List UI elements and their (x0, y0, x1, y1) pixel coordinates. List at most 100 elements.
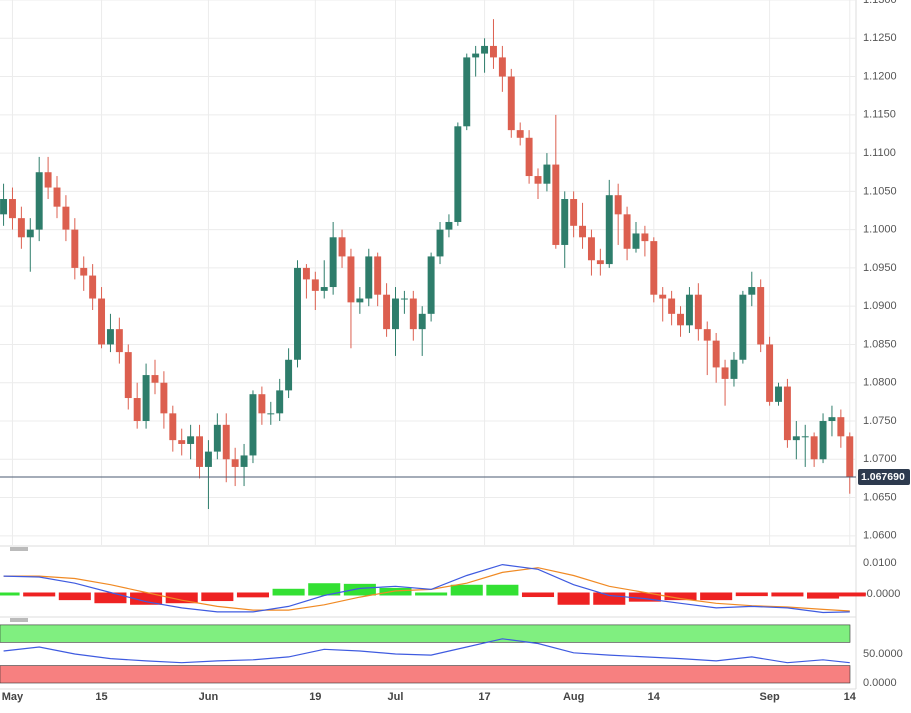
macd-histogram-bar (521, 592, 555, 598)
candle-body (383, 294, 391, 330)
last-price-label: 1.067690 (861, 471, 905, 483)
macd-histogram-bar (23, 592, 56, 597)
macd-histogram-bar (0, 592, 20, 596)
macd-tick-label: 0.0100 (863, 557, 897, 569)
candle-body (783, 386, 791, 441)
candle-body (561, 199, 569, 245)
candle-body (400, 298, 408, 300)
y-tick-label: 1.0750 (863, 415, 897, 427)
macd-histogram-bar (486, 584, 519, 596)
macd-histogram-bar (735, 592, 768, 597)
candle-body (71, 229, 79, 268)
candle-body (35, 172, 43, 230)
rsi-overbought-zone (0, 624, 851, 643)
candle-body (677, 313, 684, 326)
candle-body (115, 329, 123, 353)
candle-body (44, 172, 52, 188)
candle-body (703, 329, 711, 341)
candle-body (775, 386, 782, 402)
y-tick-label: 1.1200 (863, 70, 897, 82)
macd-histogram-bar (272, 588, 305, 596)
macd-histogram-bar (807, 592, 840, 599)
candle-body (650, 241, 658, 295)
last-price-box (858, 468, 910, 485)
candle-body (204, 451, 212, 467)
macd-histogram-bar (58, 592, 91, 601)
candle-body (641, 233, 649, 242)
candle-body (222, 424, 230, 460)
x-tick-label: Jul (388, 691, 404, 703)
candle-body (329, 237, 337, 288)
macd-histogram-bar (165, 592, 198, 604)
candle-body (481, 45, 489, 54)
candle-body (748, 287, 756, 295)
candle-body (694, 294, 702, 330)
y-tick-label: 1.1000 (863, 224, 897, 236)
pane-handle[interactable] (10, 547, 28, 551)
candle-body (187, 436, 195, 444)
candle-body (596, 260, 604, 265)
y-tick-label: 1.0650 (863, 491, 897, 503)
candle-body (498, 57, 506, 77)
macd-histogram-bar (557, 592, 590, 605)
candle-body (53, 187, 61, 207)
x-tick-label: 19 (309, 691, 321, 703)
macd-histogram-bar (236, 592, 270, 598)
y-tick-label: 1.1100 (863, 147, 896, 159)
macd-histogram-bar (379, 587, 412, 596)
x-tick-label: May (2, 691, 24, 703)
candle-body (311, 279, 319, 291)
candle-body (294, 267, 301, 360)
candle-body (801, 436, 809, 438)
candle-body (489, 45, 497, 58)
macd-histogram-bar (833, 592, 866, 597)
macd-histogram-bar (94, 592, 127, 604)
x-tick-label: 15 (95, 691, 107, 703)
candle-body (819, 420, 827, 460)
pane-handle[interactable] (10, 618, 28, 622)
candle-body (525, 137, 533, 177)
candle-body (133, 398, 141, 421)
candle-body (828, 417, 836, 421)
candle-body (632, 233, 640, 249)
candle-body (552, 164, 560, 245)
macd-histogram-bar (664, 592, 697, 601)
candle-body (267, 413, 275, 415)
candle-body (0, 199, 8, 215)
candle-body (837, 417, 845, 437)
candle-body (8, 199, 16, 219)
candle-body (338, 237, 346, 257)
macd-histogram-bar (593, 592, 626, 605)
x-tick-label: 17 (478, 691, 490, 703)
candle-body (472, 53, 480, 58)
candle-body (668, 298, 676, 314)
candle-body (169, 413, 177, 441)
candle-body (579, 225, 587, 238)
candle-body (712, 340, 720, 368)
y-tick-label: 1.1050 (863, 185, 897, 197)
candle-body (463, 57, 471, 127)
candle-body (142, 375, 150, 421)
rsi-oversold-zone (0, 665, 851, 684)
x-tick-label: 14 (844, 691, 857, 703)
y-tick-label: 1.0800 (863, 377, 897, 389)
candle-body (151, 375, 159, 383)
candle-body (507, 76, 515, 131)
candle-body (587, 237, 595, 261)
candle-body (436, 229, 444, 257)
candle-body (516, 130, 524, 138)
y-tick-label: 1.0600 (863, 530, 897, 542)
candle-body (614, 195, 622, 215)
candle-body (240, 455, 248, 467)
candle-body (249, 394, 257, 456)
y-tick-label: 1.0700 (863, 453, 897, 465)
candle-body (659, 294, 667, 299)
candle-body (26, 229, 34, 238)
candle-body (409, 298, 417, 330)
macd-histogram-bar (130, 592, 163, 605)
macd-histogram-bar (201, 592, 234, 602)
x-tick-label: Aug (563, 691, 584, 703)
candle-body (89, 275, 97, 299)
candle-body (623, 214, 631, 249)
